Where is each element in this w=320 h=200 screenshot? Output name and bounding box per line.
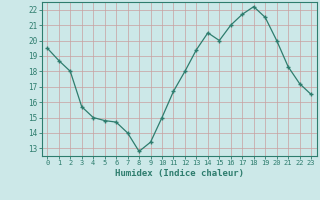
X-axis label: Humidex (Indice chaleur): Humidex (Indice chaleur) xyxy=(115,169,244,178)
